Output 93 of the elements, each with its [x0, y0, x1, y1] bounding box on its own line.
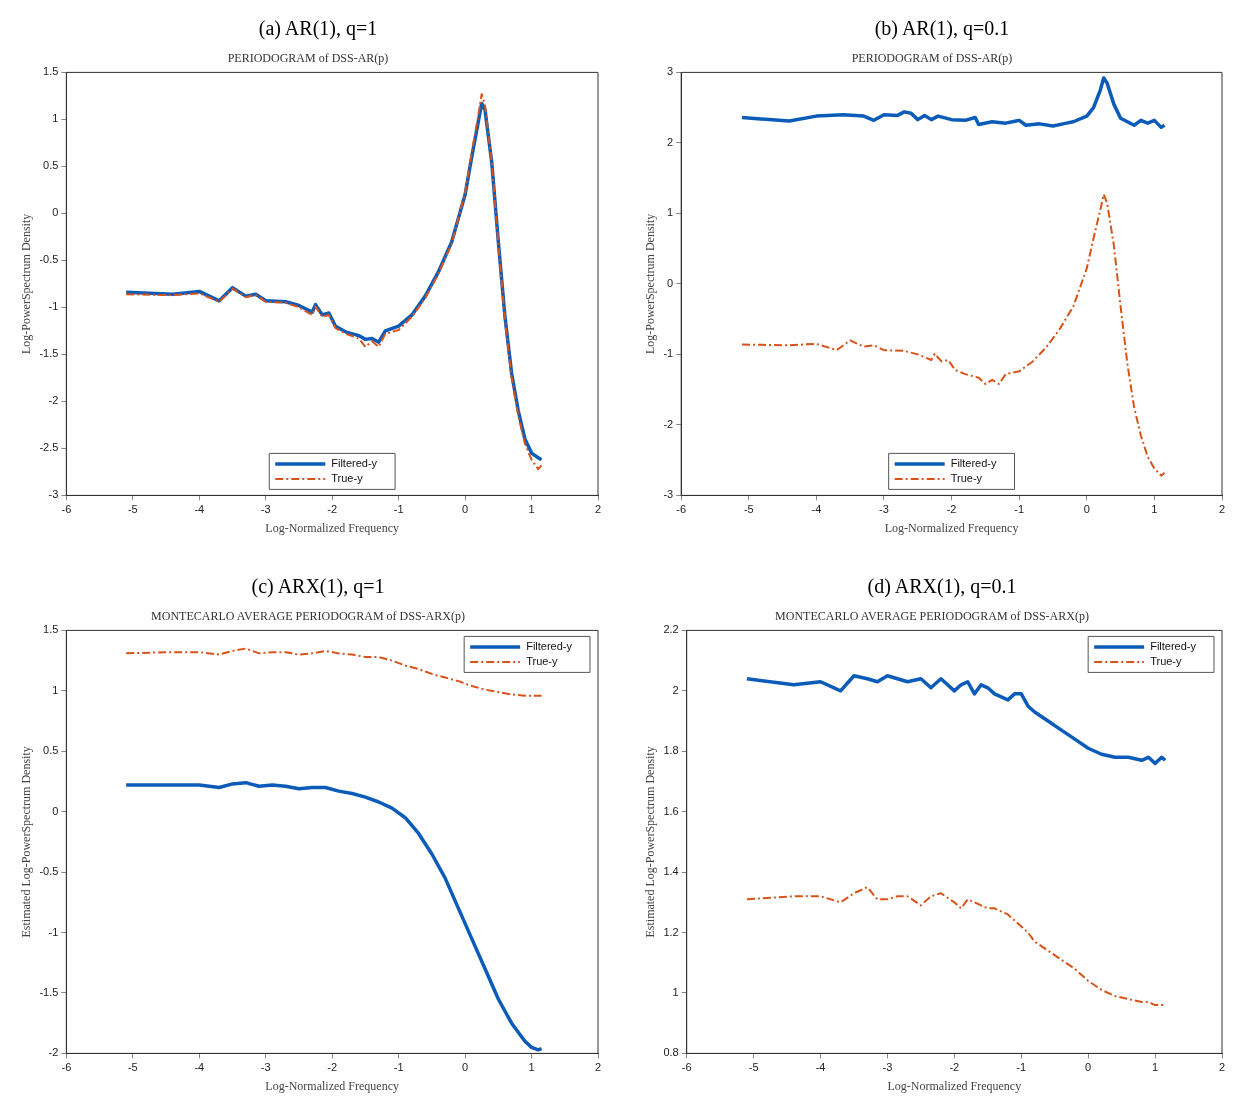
- y-tick-label: -1: [48, 925, 59, 938]
- x-tick-label: 1: [1152, 1061, 1159, 1074]
- y-tick-label: -3: [663, 488, 674, 501]
- y-tick-label: -1: [663, 347, 674, 360]
- legend-label: Filtered-y: [331, 456, 378, 469]
- x-tick-label: -5: [127, 1061, 138, 1074]
- x-tick-label: -6: [676, 503, 687, 516]
- y-tick-label: 1: [667, 206, 674, 219]
- y-tick-label: -1: [48, 300, 59, 313]
- x-tick-label: -2: [946, 503, 957, 516]
- y-tick-label: 0: [52, 206, 59, 219]
- chart-subtitle: PERIODOGRAM of DSS-AR(p): [851, 51, 1013, 66]
- chart-title: (d) ARX(1), q=0.1: [867, 574, 1017, 600]
- x-tick-label: 0: [1083, 503, 1090, 516]
- y-axis-title: Log-PowerSpectrum Density: [643, 213, 658, 355]
- x-tick-label: -3: [260, 503, 271, 516]
- x-tick-label: 1: [528, 1061, 535, 1074]
- chart-subtitle: PERIODOGRAM of DSS-AR(p): [227, 51, 389, 66]
- y-tick-label: 1.5: [43, 623, 59, 636]
- legend-label: True-y: [331, 471, 364, 484]
- y-tick-label: -0.5: [39, 253, 59, 266]
- legend-label: Filtered-y: [1150, 639, 1197, 652]
- x-tick-label: 1: [1151, 503, 1158, 516]
- y-tick-label: 0.5: [43, 744, 59, 757]
- y-tick-label: -2.5: [39, 441, 59, 454]
- chart-title: (a) AR(1), q=1: [258, 16, 378, 42]
- x-tick-label: -3: [882, 1061, 893, 1074]
- x-axis-title: Log-Normalized Frequency: [887, 1078, 1022, 1093]
- y-tick-label: 0: [52, 804, 59, 817]
- chart-title: (c) ARX(1), q=1: [251, 574, 385, 600]
- x-tick-label: -2: [949, 1061, 960, 1074]
- x-tick-label: 0: [462, 1061, 469, 1074]
- y-tick-label: 2: [667, 135, 674, 148]
- x-tick-label: -1: [393, 1061, 404, 1074]
- y-tick-label: 0: [667, 276, 674, 289]
- x-tick-label: -3: [260, 1061, 271, 1074]
- x-axis-title: Log-Normalized Frequency: [265, 520, 399, 535]
- legend-label: True-y: [950, 471, 983, 484]
- y-tick-label: -1.5: [39, 347, 59, 360]
- y-tick-label: 1: [672, 986, 679, 998]
- y-tick-label: 1: [52, 683, 59, 696]
- y-tick-label: -2: [48, 394, 59, 407]
- y-tick-label: 1.8: [663, 744, 679, 757]
- chart-subtitle: MONTECARLO AVERAGE PERIODOGRAM of DSS-ARX(p): [151, 609, 465, 624]
- y-tick-label: 1: [52, 112, 59, 125]
- x-axis-title: Log-Normalized Frequency: [884, 520, 1019, 535]
- y-tick-label: -0.5: [39, 865, 59, 878]
- x-tick-label: -2: [327, 1061, 338, 1074]
- y-axis-title: Estimated Log-PowerSpectrum Density: [643, 746, 658, 938]
- x-tick-label: 2: [594, 503, 602, 516]
- x-tick-label: 2: [1218, 1061, 1226, 1074]
- x-tick-label: -4: [194, 503, 205, 516]
- x-axis-title: Log-Normalized Frequency: [265, 1078, 399, 1093]
- x-tick-label: 0: [462, 503, 469, 516]
- legend-label: Filtered-y: [526, 639, 573, 652]
- x-tick-label: 0: [1085, 1061, 1092, 1074]
- x-tick-label: -4: [815, 1061, 826, 1074]
- x-tick-label: -1: [1016, 1061, 1027, 1074]
- legend-label: True-y: [1150, 654, 1183, 667]
- x-tick-label: 1: [528, 503, 535, 516]
- x-tick-label: -6: [681, 1061, 692, 1074]
- y-tick-label: 1.6: [663, 804, 679, 817]
- y-tick-label: 2: [672, 683, 679, 696]
- y-tick-label: 1.5: [43, 65, 59, 78]
- x-tick-label: -4: [194, 1061, 205, 1074]
- y-axis-title: Log-PowerSpectrum Density: [19, 213, 34, 355]
- y-tick-label: -2: [663, 417, 674, 430]
- y-tick-label: -1.5: [39, 986, 59, 998]
- chart-title: (b) AR(1), q=0.1: [874, 16, 1010, 42]
- x-tick-label: -5: [748, 1061, 759, 1074]
- x-tick-label: -1: [1014, 503, 1025, 516]
- y-tick-label: 2.2: [663, 623, 679, 636]
- y-axis-title: Estimated Log-PowerSpectrum Density: [19, 746, 34, 938]
- legend-label: Filtered-y: [950, 456, 998, 469]
- x-tick-label: -5: [127, 503, 138, 516]
- y-tick-label: -3: [48, 488, 59, 501]
- y-tick-label: 1.4: [663, 865, 679, 878]
- y-tick-label: 3: [667, 65, 674, 78]
- y-tick-label: -2: [48, 1046, 59, 1059]
- x-tick-label: 2: [594, 1061, 602, 1074]
- y-tick-label: 0.8: [663, 1046, 679, 1059]
- x-tick-label: -2: [327, 503, 338, 516]
- legend-label: True-y: [526, 654, 559, 667]
- x-tick-label: -6: [61, 503, 72, 516]
- x-tick-label: 2: [1218, 503, 1226, 516]
- x-tick-label: -1: [393, 503, 404, 516]
- chart-subtitle: MONTECARLO AVERAGE PERIODOGRAM of DSS-ARX(p): [775, 609, 1089, 624]
- x-tick-label: -3: [879, 503, 889, 516]
- x-tick-label: -4: [811, 503, 822, 516]
- x-tick-label: -6: [61, 1061, 72, 1074]
- y-tick-label: 0.5: [43, 159, 59, 172]
- y-tick-label: 1.2: [663, 925, 679, 938]
- x-tick-label: -5: [743, 503, 754, 516]
